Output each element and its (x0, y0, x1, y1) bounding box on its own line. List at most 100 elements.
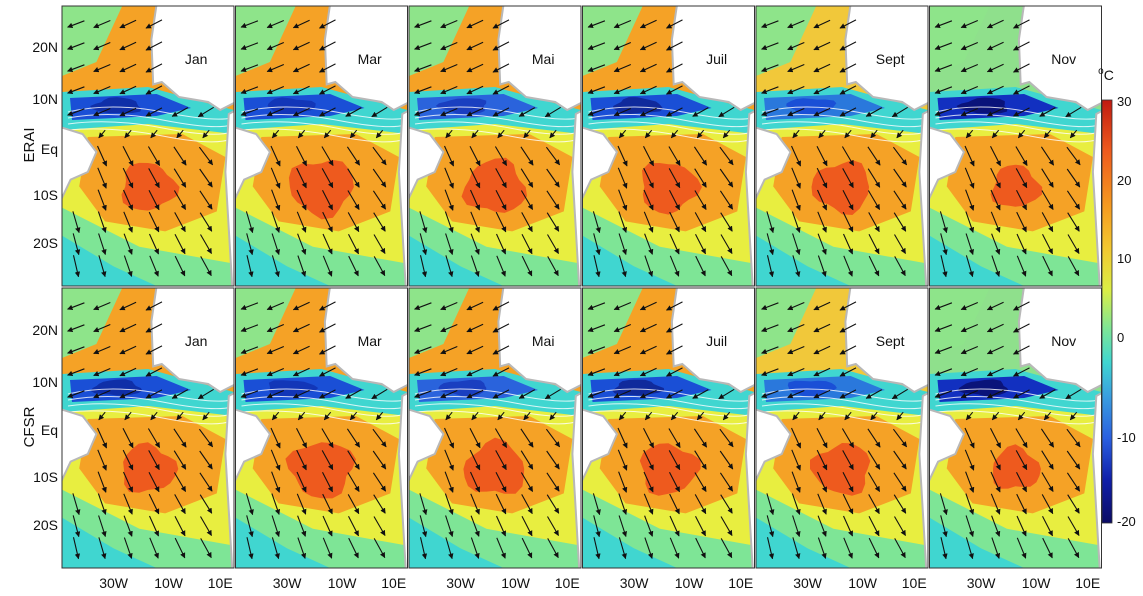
wind-arrow (520, 146, 534, 166)
wind-arrow (176, 411, 184, 421)
wind-arrow (497, 411, 505, 421)
wind-arrow (297, 515, 307, 537)
wind-arrow (990, 167, 1001, 189)
wind-arrow (934, 324, 953, 333)
map-panel-cfsr-jan: Jan (61, 287, 235, 569)
wind-arrow (813, 63, 831, 73)
wind-arrow (297, 129, 306, 139)
africa-land (323, 6, 408, 112)
wind-arrow (666, 345, 683, 355)
wind-arrow (270, 167, 281, 189)
wind-arrow (813, 41, 831, 51)
cold-core (612, 379, 665, 396)
wind-arrow (965, 189, 975, 211)
wind-arrow (766, 537, 775, 560)
wind-arrow (292, 301, 310, 311)
wind-arrow (145, 301, 163, 311)
warm-core (990, 164, 1043, 207)
wind-arrow (521, 494, 533, 515)
wind-arrow (719, 190, 734, 210)
wind-arrow (695, 233, 706, 255)
wind-arrow (787, 301, 805, 311)
wind-arrow (119, 367, 137, 377)
wind-arrow (617, 427, 628, 449)
cold-core (90, 379, 143, 396)
wind-arrow (790, 145, 802, 167)
wind-arrow (960, 19, 979, 29)
wind-arrow (319, 107, 336, 117)
wind-arrow (98, 537, 107, 560)
wind-arrow (373, 256, 386, 277)
cold-core (435, 98, 487, 115)
wind-arrow (445, 537, 454, 560)
wind-arrow (695, 515, 706, 537)
wind-arrow (867, 146, 881, 166)
wind-arrow (523, 129, 531, 139)
wind-arrow (761, 42, 779, 51)
wind-arrow (174, 537, 186, 559)
wind-arrow (894, 516, 906, 536)
wind-arrow (787, 41, 805, 51)
wind-arrow (67, 390, 85, 399)
lat-tick: 20N (32, 39, 58, 55)
wind-arrow (348, 515, 359, 537)
wind-arrow (991, 233, 1001, 255)
wind-arrow (818, 411, 826, 421)
wind-arrow (666, 63, 683, 73)
wind-arrow (617, 167, 628, 189)
wind-arrow (587, 64, 606, 73)
wind-arrow (271, 211, 281, 233)
wind-arrow (445, 255, 454, 278)
wind-arrow (266, 345, 285, 355)
wind-arrow (817, 211, 827, 233)
wind-arrow (787, 85, 805, 95)
wind-arrow (990, 427, 1001, 449)
wind-arrow (466, 63, 484, 73)
wind-arrow (839, 345, 857, 355)
wind-arrow (643, 493, 654, 515)
wind-arrow (440, 367, 458, 377)
map-panel-cfsr-nov: Nov (929, 287, 1102, 569)
wind-arrow (986, 389, 1004, 399)
wind-arrow (644, 233, 654, 255)
wind-arrow (593, 255, 601, 278)
wind-arrow (868, 494, 880, 515)
africa-land (670, 6, 755, 112)
wind-arrow (173, 472, 187, 492)
wind-arrow (173, 190, 187, 210)
wind-arrow (934, 302, 953, 311)
wind-arrow (643, 189, 654, 211)
wind-arrow (818, 129, 826, 139)
wind-arrow (270, 427, 281, 449)
wind-arrow (986, 107, 1004, 117)
wind-arrow (122, 167, 134, 189)
wind-arrow (960, 345, 979, 355)
wind-arrow (694, 450, 707, 470)
colorbar-tick: 0 (1117, 330, 1124, 345)
wind-arrow (414, 108, 432, 117)
wind-arrow (496, 537, 506, 559)
wind-arrow (1066, 472, 1081, 492)
row-label-cfsr: CFSR (21, 406, 38, 447)
wind-arrow (668, 146, 681, 166)
wind-arrow (122, 427, 134, 449)
africa-land-south (918, 109, 928, 286)
wind-arrow (1013, 85, 1030, 95)
wind-arrow (445, 411, 453, 421)
wind-arrow (1042, 233, 1053, 255)
wind-arrow (644, 515, 654, 537)
map-panel-erai-juil: Juil (582, 5, 755, 287)
wind-arrow (266, 19, 285, 29)
wind-arrow (618, 211, 628, 233)
wind-arrow (1013, 389, 1030, 399)
wind-arrow (1015, 146, 1028, 166)
wind-arrow (372, 190, 387, 210)
wind-arrow (816, 189, 828, 211)
south-america-land (756, 126, 792, 201)
wind-arrow (669, 515, 680, 537)
wind-arrow (520, 450, 534, 470)
africa-land (844, 6, 928, 112)
wind-arrow (496, 255, 506, 277)
wind-arrow (719, 168, 734, 188)
wind-arrow (520, 190, 534, 210)
